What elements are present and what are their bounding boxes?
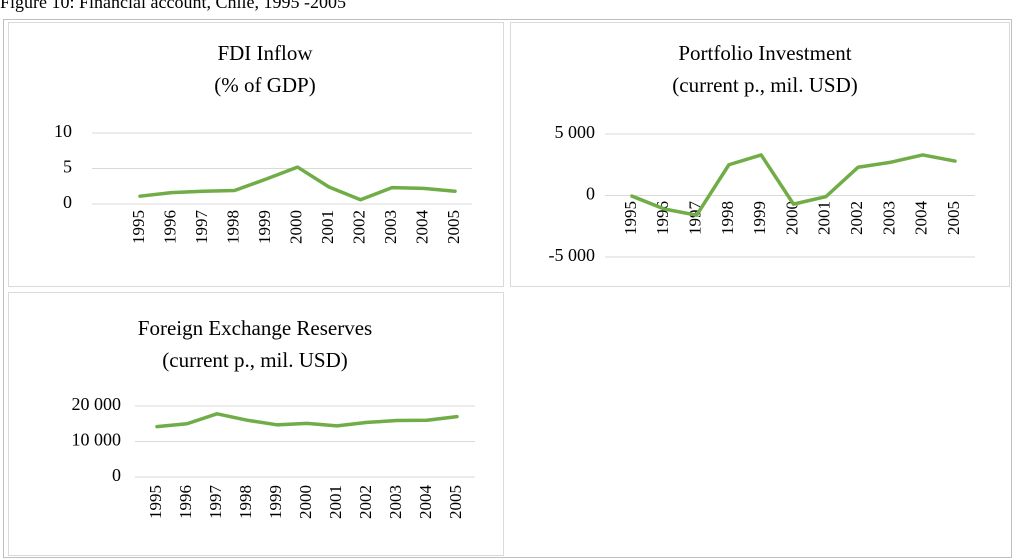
x-tick-label: 1999 [255,210,274,244]
x-tick-label: 2000 [286,210,305,244]
chart-title: Portfolio Investment [678,41,851,65]
data-line [138,165,457,202]
x-tick-label: 1995 [129,210,148,244]
x-tick-label: 2003 [879,201,898,235]
y-tick-label: -5 000 [549,245,596,265]
y-tick-label: 20 000 [72,394,122,414]
x-tick-label: 2005 [444,210,463,244]
outer-frame [3,19,1012,558]
x-tick-label: 1999 [750,201,769,235]
y-tick-label: 0 [63,192,72,212]
y-tick-label: 5 000 [555,122,596,142]
x-tick-label: 1998 [223,210,242,244]
x-tick-label: 2001 [815,201,834,235]
x-tick-label: 2000 [296,485,315,519]
panel-frame [510,22,1010,287]
x-tick-label: 1996 [176,485,195,519]
x-tick-label: 1998 [236,485,255,519]
x-tick-label: 2005 [944,201,963,235]
x-tick-label: 2001 [326,485,345,519]
data-line [630,153,957,217]
x-tick-label: 2003 [386,485,405,519]
y-tick-label: 5 [63,157,72,177]
x-tick-label: 1997 [192,210,211,245]
y-tick-label: 10 [54,121,72,141]
x-tick-label: 2003 [381,210,400,244]
chart-title: FDI Inflow [217,41,313,65]
y-tick-label: 10 000 [72,430,122,450]
y-tick-label: 0 [112,465,121,485]
x-tick-label: 1995 [146,485,165,519]
x-tick-label: 1996 [160,210,179,244]
y-tick-label: 0 [586,184,595,204]
chart-title: (current p., mil. USD) [672,73,857,97]
panel-frame [8,22,504,287]
x-tick-label: 2002 [356,485,375,519]
chart-title: Foreign Exchange Reserves [138,316,372,340]
x-tick-label: 2001 [318,210,337,244]
x-tick-label: 2004 [416,485,435,520]
x-tick-label: 2005 [446,485,465,519]
chart-title: (current p., mil. USD) [162,348,347,372]
x-tick-label: 2002 [349,210,368,244]
chart-title: (% of GDP) [214,73,315,97]
x-tick-label: 2004 [412,210,431,245]
caption: Figure 10: Financial account, Chile, 199… [0,0,346,12]
x-tick-label: 1998 [718,201,737,235]
x-tick-label: 1997 [206,485,225,520]
x-tick-label: 1995 [621,201,640,235]
x-tick-label: 1999 [266,485,285,519]
x-tick-label: 2002 [847,201,866,235]
data-line [155,412,459,429]
x-tick-label: 2004 [912,201,931,236]
panel-frame [8,292,504,556]
x-tick-label: 2000 [782,201,801,235]
